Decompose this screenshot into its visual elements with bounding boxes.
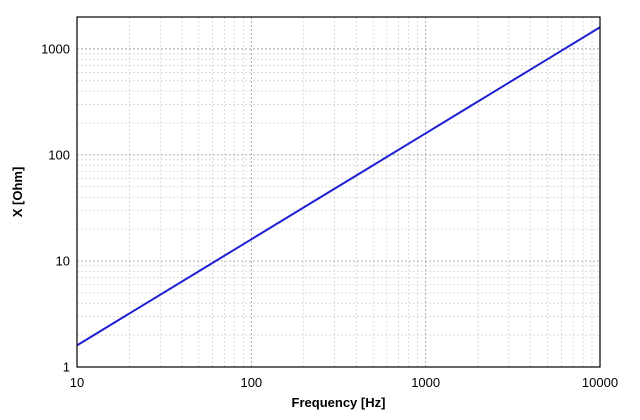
y-tick-label: 1000: [41, 41, 70, 56]
x-tick-label: 100: [240, 375, 262, 390]
x-tick-label: 10000: [582, 375, 618, 390]
series-line-1: [76, 26, 601, 347]
x-tick-label: 10: [70, 375, 84, 390]
x-axis-title: Frequency [Hz]: [292, 395, 386, 410]
y-axis-title: X [Ohm]: [10, 167, 25, 218]
series-layer: [76, 26, 601, 347]
grid: [77, 17, 600, 367]
x-tick-label: 1000: [411, 375, 440, 390]
plot-frame: [76, 16, 601, 368]
y-tick-label: 100: [48, 147, 70, 162]
y-tick-label: 10: [56, 253, 70, 268]
y-tick-label: 1: [63, 360, 70, 375]
